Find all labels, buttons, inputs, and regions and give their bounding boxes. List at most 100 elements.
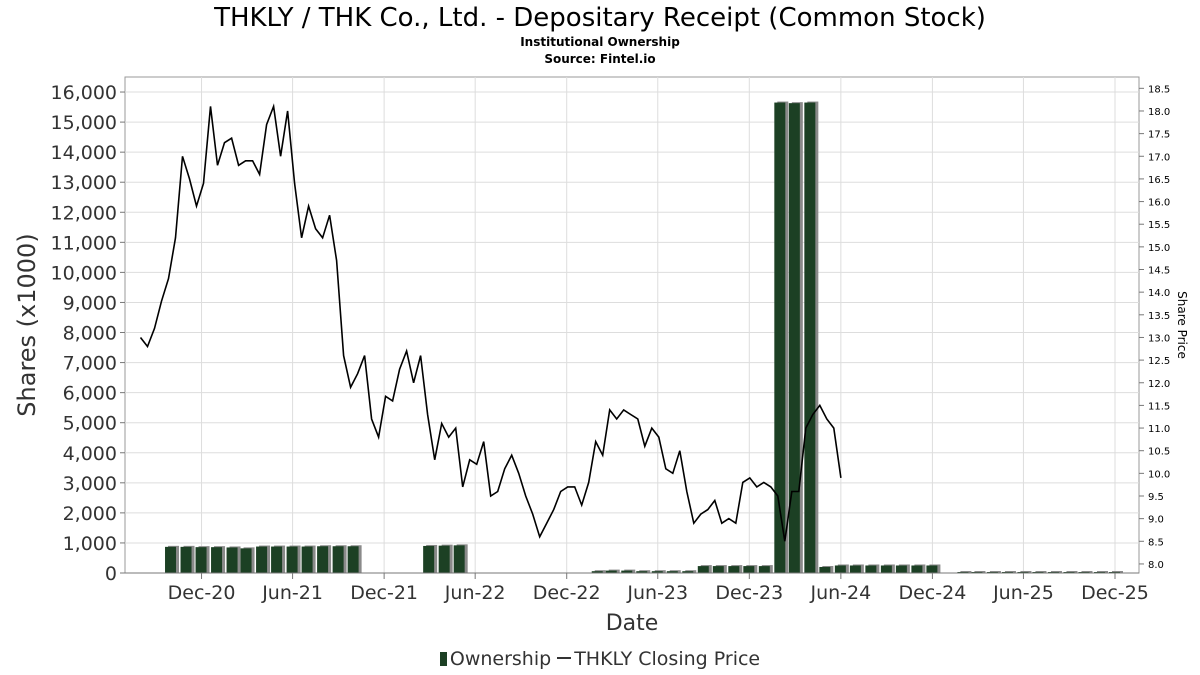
ownership-bar: [804, 102, 816, 573]
ownership-bar: [774, 102, 786, 573]
ownership-bar: [240, 548, 252, 573]
y2-tick-label: 16.0: [1148, 198, 1170, 209]
ownership-bar: [423, 545, 435, 573]
ownership-bar: [165, 546, 177, 573]
ownership-bar: [286, 546, 298, 573]
chart-title: THKLY / THK Co., Ltd. - Depositary Recei…: [214, 3, 986, 33]
ownership-bar: [438, 545, 450, 573]
legend: Ownership THKLY Closing Price: [0, 648, 1200, 670]
y2-tick-label: 13.5: [1148, 311, 1170, 322]
x-tick-label: Dec-21: [350, 582, 418, 604]
ownership-bar: [180, 546, 192, 573]
y2-tick-label: 8.0: [1148, 560, 1164, 571]
y-tick-label: 3,000: [63, 473, 117, 495]
ownership-bar: [591, 571, 603, 573]
ownership-bar: [226, 547, 238, 573]
x-tick-label: Jun-25: [992, 582, 1054, 604]
ownership-bar: [317, 546, 329, 573]
y-tick-label: 2,000: [63, 503, 117, 525]
ownership-bar: [895, 565, 907, 573]
y-axis-right: 8.0 8.5 9.0 9.5 10.0 10.5 11.0 11.5 12.0 12.5 13.0…: [1139, 84, 1170, 571]
x-tick-label: Dec-20: [168, 582, 236, 604]
x-tick-label: Jun-24: [809, 582, 871, 604]
ownership-bar: [743, 566, 755, 573]
y-tick-label: 1,000: [63, 533, 117, 555]
ownership-bar: [195, 547, 207, 573]
ownership-bar: [332, 546, 344, 573]
ownership-bars: [165, 101, 1123, 574]
y2-tick-label: 13.0: [1148, 333, 1170, 344]
ownership-bar: [819, 566, 831, 573]
ownership-bar: [636, 571, 648, 573]
x-axis: Dec-20 Jun-21 Dec-21 Jun-22 Dec-22 Jun-23 Dec-…: [125, 572, 1149, 604]
ownership-bar: [712, 566, 724, 573]
ownership-bar: [682, 571, 694, 573]
x-tick-label: Dec-23: [715, 582, 783, 604]
x-tick-label: Jun-22: [444, 582, 506, 604]
ownership-bar: [271, 546, 283, 573]
x-axis-label: Date: [606, 611, 659, 636]
ownership-bar: [849, 565, 861, 573]
y-tick-label: 8,000: [63, 323, 117, 345]
y2-tick-label: 11.5: [1148, 401, 1170, 412]
ownership-bar: [651, 571, 663, 573]
y-tick-label: 6,000: [63, 383, 117, 405]
y-axis-left: 0 1,000 2,000 3,000 4,000 5,000 6,000 7,000 8,00…: [51, 82, 125, 585]
y-tick-label: 4,000: [63, 443, 117, 465]
y2-tick-label: 17.0: [1148, 152, 1170, 163]
y2-tick-label: 12.0: [1148, 379, 1170, 390]
y2-tick-label: 18.0: [1148, 107, 1170, 118]
y2-tick-label: 10.5: [1148, 447, 1170, 458]
y-tick-label: 7,000: [63, 353, 117, 375]
ownership-bar: [347, 546, 359, 573]
legend-ownership-label: Ownership: [449, 648, 552, 670]
y-tick-label: 10,000: [51, 262, 117, 284]
ownership-bar: [834, 565, 846, 573]
legend-price-label: THKLY Closing Price: [574, 648, 761, 670]
price-line: [139, 103, 842, 542]
ownership-bar: [666, 571, 678, 573]
x-tick-label: Dec-24: [898, 582, 966, 604]
ownership-bar: [211, 547, 223, 573]
x-tick-label: Jun-21: [261, 582, 323, 604]
ownership-bar: [788, 103, 800, 574]
ownership-bar: [758, 566, 770, 573]
price-legend-line: [557, 657, 572, 659]
y-tick-label: 9,000: [63, 292, 117, 314]
chart-source: Source: Fintel.io: [544, 52, 656, 66]
plot-area: [124, 76, 1140, 574]
ownership-bar: [453, 545, 465, 573]
ownership-bar: [621, 570, 633, 573]
y-tick-label: 0: [105, 563, 117, 585]
ownership-bar: [301, 546, 313, 573]
ownership-bar: [926, 565, 938, 573]
y2-tick-label: 14.5: [1148, 266, 1170, 277]
y2-axis-label: Share Price: [1175, 291, 1189, 359]
x-tick-label: Dec-25: [1081, 582, 1149, 604]
ownership-bar: [728, 566, 740, 573]
ownership-bar: [697, 566, 709, 573]
y2-tick-label: 11.0: [1148, 424, 1170, 435]
y2-tick-label: 17.5: [1148, 130, 1170, 141]
ownership-bar: [911, 565, 923, 573]
y2-tick-label: 9.0: [1148, 515, 1164, 526]
ownership-bar: [880, 565, 892, 573]
x-tick-label: Dec-22: [533, 582, 601, 604]
y2-tick-label: 16.5: [1148, 175, 1170, 186]
y2-tick-label: 9.5: [1148, 492, 1164, 503]
y-tick-label: 16,000: [51, 82, 117, 104]
y2-tick-label: 12.5: [1148, 356, 1170, 367]
y-tick-label: 13,000: [51, 172, 117, 194]
x-tick-label: Jun-23: [626, 582, 688, 604]
chart-subtitle: Institutional Ownership: [520, 35, 680, 49]
y2-tick-label: 14.0: [1148, 288, 1170, 299]
ownership-bar: [256, 546, 268, 573]
y2-tick-label: 10.0: [1148, 469, 1170, 480]
y-tick-label: 5,000: [63, 413, 117, 435]
y-tick-label: 12,000: [51, 202, 117, 224]
y2-tick-label: 18.5: [1148, 84, 1170, 95]
y2-tick-label: 8.5: [1148, 537, 1164, 548]
ownership-legend-swatch: [439, 652, 447, 666]
y-tick-label: 11,000: [51, 232, 117, 254]
